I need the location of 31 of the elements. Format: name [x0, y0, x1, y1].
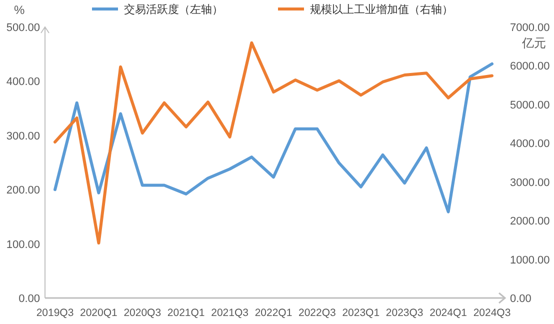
y-tick-label: 500.00 — [6, 22, 40, 34]
y-tick-label: 400.00 — [6, 76, 40, 88]
y2-tick-label: 1000.00 — [510, 254, 550, 266]
y2-tick-label: 0.00 — [510, 293, 532, 305]
y-tick-label: 200.00 — [6, 184, 40, 197]
x-tick-label: 2024Q1 — [430, 307, 468, 319]
x-tick-label: 2021Q3 — [211, 307, 249, 319]
y2-tick-label: 5000.00 — [510, 99, 550, 112]
line-series — [54, 62, 494, 214]
line-series — [54, 41, 494, 245]
y2-tick-label: 7000.00 — [510, 22, 550, 34]
y2-tick-label: 3000.00 — [510, 176, 550, 189]
x-tick-label: 2022Q1 — [254, 307, 292, 319]
x-tick-label: 2022Q3 — [298, 307, 336, 319]
x-tick-label: 2021Q1 — [167, 307, 205, 319]
y2-tick-label: 4000.00 — [510, 138, 550, 150]
legend-label: 规模以上工业增加值（右轴） — [310, 3, 453, 16]
y-tick-label: 100.00 — [6, 238, 40, 251]
y2-tick-label: 6000.00 — [510, 60, 550, 73]
y-axis-title: % — [14, 3, 25, 17]
x-tick-label: 2019Q3 — [36, 307, 74, 319]
legend-label: 交易活跃度（左轴） — [124, 3, 223, 16]
y-tick-label: 0.00 — [18, 293, 40, 305]
y2-axis-title: 亿元 — [521, 36, 546, 50]
x-tick-label: 2024Q3 — [473, 307, 511, 319]
x-tick-label: 2020Q1 — [80, 307, 118, 319]
x-tick-label: 2020Q3 — [124, 307, 162, 319]
x-tick-label: 2023Q3 — [386, 307, 424, 319]
y2-tick-label: 2000.00 — [510, 216, 550, 228]
x-tick-label: 2023Q1 — [342, 307, 380, 319]
y-tick-label: 300.00 — [6, 130, 40, 142]
